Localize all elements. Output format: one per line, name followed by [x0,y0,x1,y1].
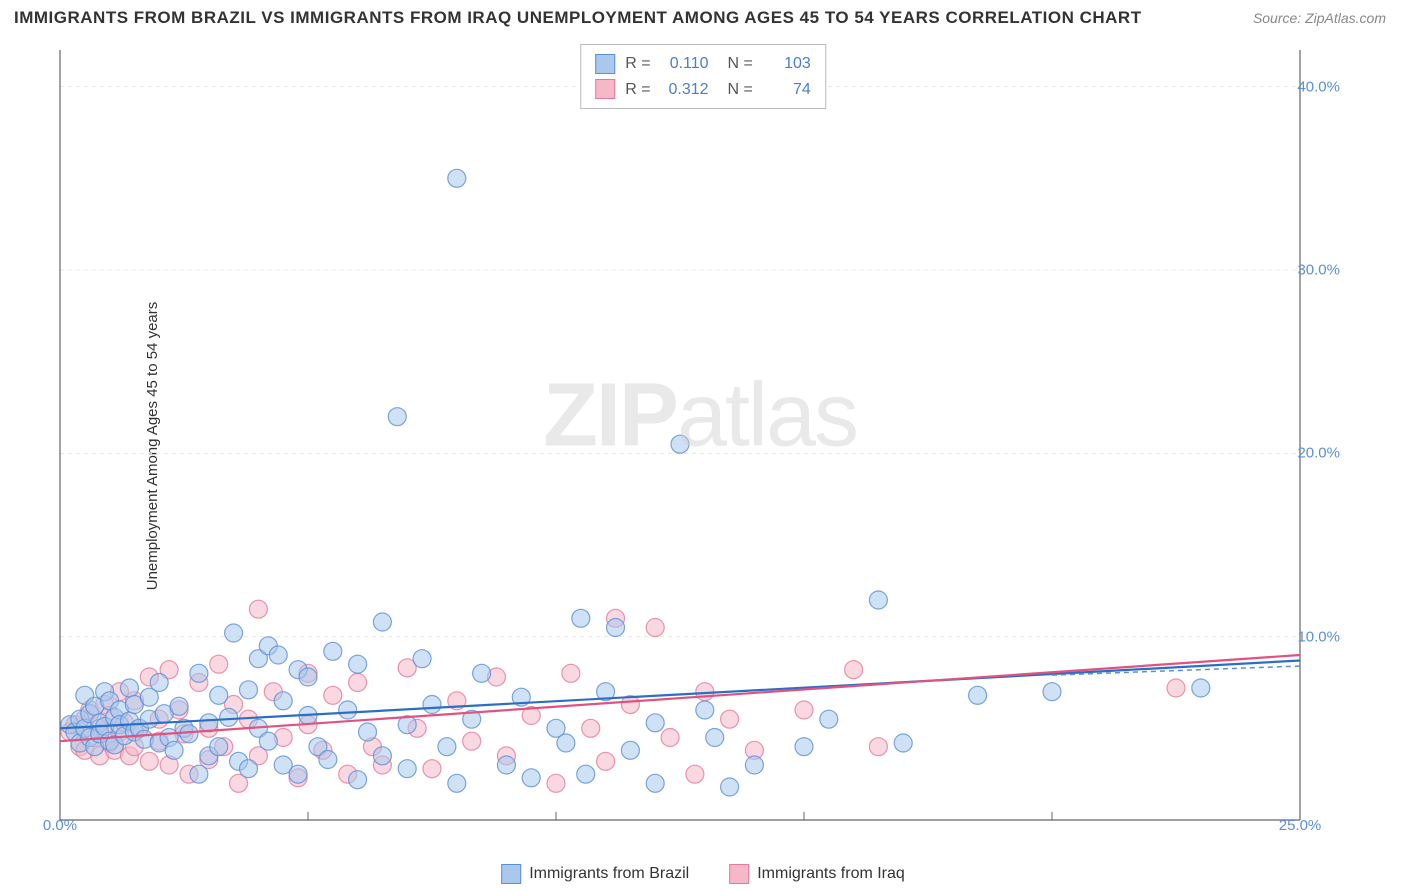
stat-r-label: R = [625,51,650,77]
stats-row-iraq: R = 0.312 N = 74 [595,77,811,103]
ytick-label: 20.0% [1297,445,1340,462]
legend-item-iraq: Immigrants from Iraq [729,864,905,884]
stat-r-iraq: 0.312 [661,77,709,103]
chart-title: IMMIGRANTS FROM BRAZIL VS IMMIGRANTS FRO… [14,8,1142,28]
stat-n-label: N = [719,77,753,103]
ytick-label: 30.0% [1297,262,1340,279]
stat-n-iraq: 74 [763,77,811,103]
legend-label-brazil: Immigrants from Brazil [529,865,689,883]
ytick-label: 40.0% [1297,78,1340,95]
swatch-brazil [595,54,615,74]
stat-n-label: N = [719,51,753,77]
ytick-label: 10.0% [1297,628,1340,645]
xtick-label: 0.0% [43,817,77,834]
stat-r-label: R = [625,77,650,103]
stat-r-brazil: 0.110 [661,51,709,77]
swatch-iraq [595,79,615,99]
swatch-brazil-icon [501,864,521,884]
stats-row-brazil: R = 0.110 N = 103 [595,51,811,77]
plot-area: ZIPatlas 10.0%20.0%30.0%40.0% 0.0%25.0% [50,40,1350,840]
bottom-legend: Immigrants from Brazil Immigrants from I… [501,864,905,884]
stats-legend: R = 0.110 N = 103 R = 0.312 N = 74 [580,44,826,109]
scatter-plot-svg [50,40,1350,840]
legend-item-brazil: Immigrants from Brazil [501,864,689,884]
xtick-label: 25.0% [1279,817,1322,834]
stat-n-brazil: 103 [763,51,811,77]
source-label: Source: ZipAtlas.com [1253,10,1386,26]
swatch-iraq-icon [729,864,749,884]
legend-label-iraq: Immigrants from Iraq [757,865,905,883]
